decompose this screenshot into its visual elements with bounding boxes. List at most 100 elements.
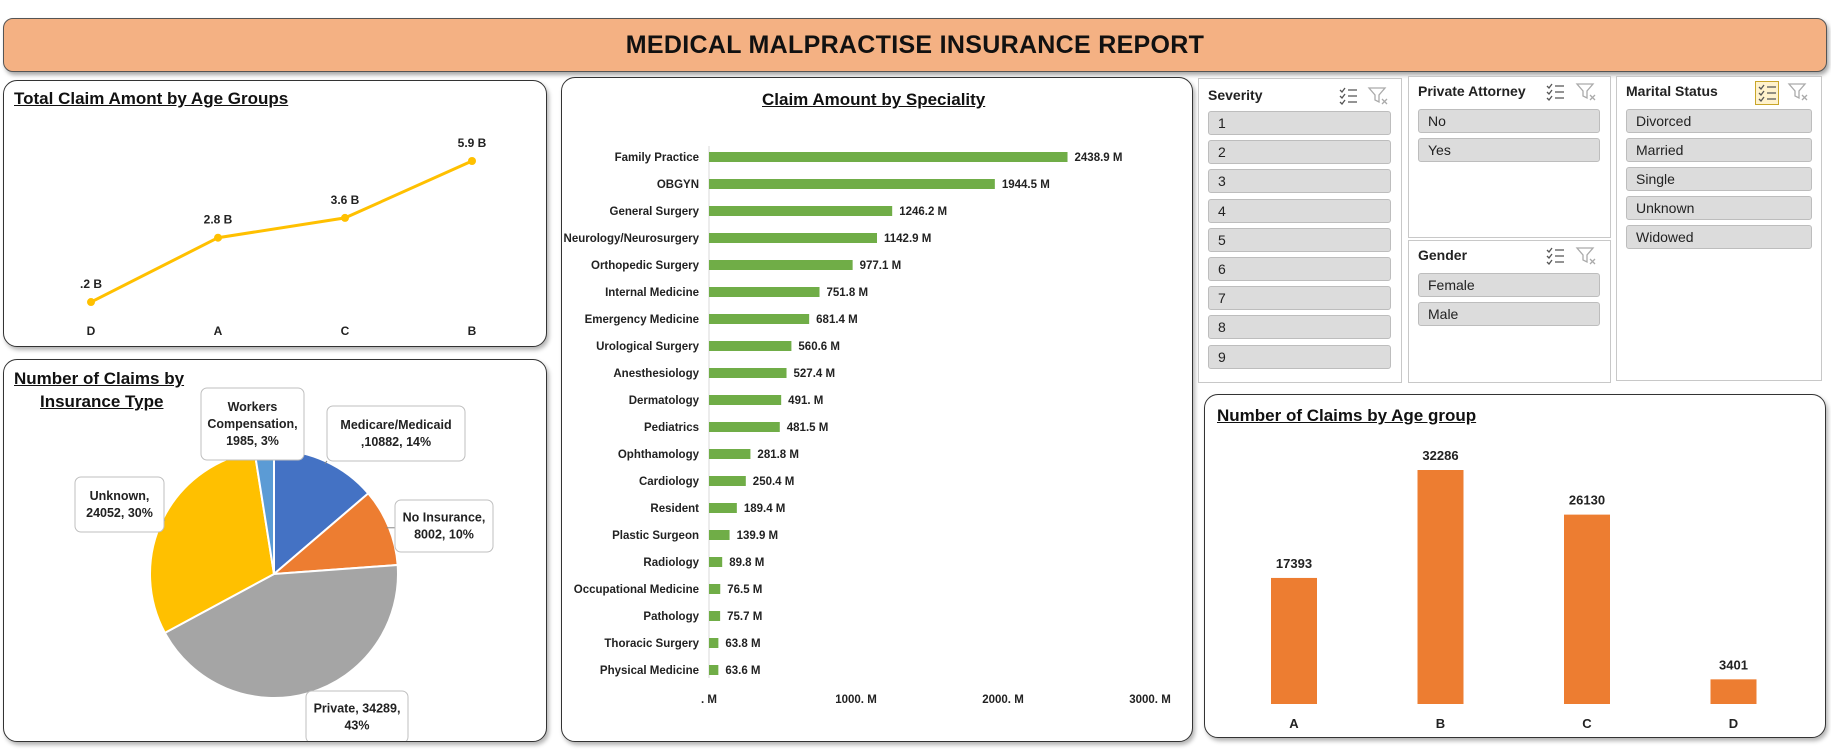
pie-data-label: Medicare/Medicaid ,10882, 14%	[324, 405, 466, 464]
multi-select-icon[interactable]	[1544, 245, 1566, 267]
svg-text:Workers: Workers	[228, 400, 278, 414]
clear-filter-icon[interactable]	[1787, 81, 1809, 103]
speciality-category-label: Resident	[650, 503, 699, 515]
speciality-data-label: 89.8 M	[729, 557, 764, 569]
speciality-x-tick-label: 1000. M	[835, 694, 877, 706]
speciality-data-label: 1944.5 M	[1002, 179, 1050, 191]
speciality-data-label: 491. M	[788, 395, 823, 407]
slicer-item-severity[interactable]: 9	[1208, 344, 1391, 369]
speciality-data-label: 1246.2 M	[899, 206, 947, 218]
clear-filter-icon[interactable]	[1367, 85, 1389, 107]
slicer-item-severity[interactable]: 8	[1208, 315, 1391, 340]
slicer-item-severity[interactable]: 2	[1208, 140, 1391, 165]
slicer-item-severity[interactable]: 3	[1208, 169, 1391, 194]
slicer-item-marital[interactable]: Unknown	[1626, 196, 1812, 220]
speciality-category-label: Dermatology	[629, 395, 700, 407]
age-bar-x-tick-label: B	[1436, 716, 1445, 731]
slicer-item-severity[interactable]: 7	[1208, 286, 1391, 311]
speciality-category-label: Ophthamology	[618, 449, 700, 461]
line-x-tick-label: A	[214, 324, 223, 338]
age-bar-data-label: 32286	[1422, 448, 1458, 463]
slicer-item-severity[interactable]: 4	[1208, 198, 1391, 223]
speciality-bar-panel: Claim Amount by Speciality Family Practi…	[561, 77, 1193, 742]
slicer-item-gender[interactable]: Male	[1418, 302, 1600, 326]
slicer-item-marital[interactable]: Divorced	[1626, 109, 1812, 133]
line-point	[468, 157, 476, 165]
slicer-item-gender[interactable]: Female	[1418, 273, 1600, 297]
speciality-bar	[709, 260, 853, 270]
speciality-category-label: Anesthesiology	[613, 368, 699, 380]
speciality-data-label: 63.8 M	[725, 638, 760, 650]
svg-text:24052, 30%: 24052, 30%	[86, 506, 153, 520]
slicer-item-attorney[interactable]: No	[1418, 109, 1600, 133]
speciality-data-label: 250.4 M	[753, 476, 795, 488]
age-line-chart-panel: Total Claim Amont by Age Groups .2 B D 2.8…	[3, 80, 547, 347]
clear-filter-icon[interactable]	[1575, 81, 1597, 103]
speciality-category-label: Cardiology	[639, 476, 700, 488]
line-point	[341, 213, 349, 222]
speciality-bar	[709, 395, 782, 405]
age-bar-data-label: 26130	[1569, 493, 1605, 508]
speciality-bar	[709, 665, 719, 675]
pie-data-label: Workers Compensation, 1985, 3%	[200, 387, 305, 461]
slicer-item-attorney[interactable]: Yes	[1418, 138, 1600, 162]
speciality-bar	[709, 152, 1068, 162]
slicer-item-severity[interactable]: 5	[1208, 227, 1391, 252]
age-bar	[1417, 470, 1464, 704]
speciality-category-label: Internal Medicine	[605, 287, 699, 299]
speciality-data-label: 977.1 M	[860, 260, 902, 272]
speciality-category-label: Thoracic Surgery	[604, 638, 699, 650]
speciality-category-label: Occupational Medicine	[574, 584, 699, 596]
speciality-category-label: OBGYN	[657, 179, 699, 191]
insurance-pie-title-line1: Number of Claims by	[14, 369, 185, 388]
age-bar-x-tick-label: A	[1289, 716, 1299, 731]
speciality-category-label: Radiology	[643, 557, 699, 569]
speciality-bar	[709, 476, 746, 486]
line-data-label: 3.6 B	[331, 193, 360, 207]
speciality-category-label: Neurology/Neurosurgery	[564, 233, 700, 245]
multi-select-icon[interactable]	[1544, 81, 1566, 103]
slicer-item-severity[interactable]: 1	[1208, 111, 1391, 135]
speciality-bar	[709, 233, 878, 243]
slicer-item-severity[interactable]: 6	[1208, 257, 1391, 281]
age-bar-chart: 17393 A 32286 B 26130 C 3401 D	[1271, 448, 1757, 731]
svg-text:No Insurance,: No Insurance,	[403, 511, 486, 525]
speciality-category-label: Family Practice	[615, 152, 699, 164]
speciality-data-label: 1142.9 M	[884, 233, 931, 245]
speciality-bar	[709, 449, 751, 459]
speciality-bar	[709, 179, 995, 189]
speciality-bar	[709, 206, 893, 216]
speciality-x-tick-label: 2000. M	[982, 694, 1024, 706]
speciality-bar	[709, 557, 723, 567]
slicer-item-marital[interactable]: Married	[1626, 138, 1812, 162]
gender-slicer: Gender Female Male	[1408, 240, 1611, 383]
speciality-category-label: Orthopedic Surgery	[591, 260, 700, 272]
speciality-data-label: 681.4 M	[816, 314, 858, 326]
speciality-category-label: Pathology	[643, 611, 699, 623]
multi-select-icon[interactable]	[1337, 85, 1359, 107]
age-line-chart: .2 B D 2.8 B A 3.6 B C 5.9 B B	[80, 136, 487, 338]
slicer-item-marital[interactable]: Single	[1626, 167, 1812, 191]
clear-filter-icon[interactable]	[1575, 245, 1597, 267]
speciality-bar-chart: Family Practice 2438.9 M OBGYN 1944.5 M Gene…	[564, 146, 1171, 706]
line-x-tick-label: D	[87, 324, 96, 338]
speciality-bar	[709, 368, 787, 378]
speciality-data-label: 481.5 M	[787, 422, 829, 434]
gender-slicer-title: Gender	[1418, 247, 1468, 263]
speciality-category-label: Physical Medicine	[600, 665, 699, 677]
speciality-x-tick-label: 3000. M	[1129, 694, 1171, 706]
age-line-chart-title: Total Claim Amont by Age Groups	[14, 89, 289, 108]
speciality-bar	[709, 503, 737, 513]
speciality-data-label: 527.4 M	[794, 368, 836, 380]
attorney-slicer: Private Attorney No Yes	[1408, 76, 1611, 238]
speciality-bar	[709, 287, 820, 297]
pie-data-label: Private, 34289, 43%	[305, 690, 409, 741]
speciality-data-label: 75.7 M	[727, 611, 762, 623]
speciality-data-label: 751.8 M	[827, 287, 869, 299]
multi-select-icon[interactable]	[1755, 81, 1779, 105]
speciality-data-label: 189.4 M	[744, 503, 786, 515]
pie-data-label: No Insurance, 8002, 10%	[386, 499, 494, 553]
speciality-data-label: 2438.9 M	[1075, 152, 1123, 164]
line-x-tick-label: C	[341, 324, 350, 338]
slicer-item-marital[interactable]: Widowed	[1626, 225, 1812, 249]
